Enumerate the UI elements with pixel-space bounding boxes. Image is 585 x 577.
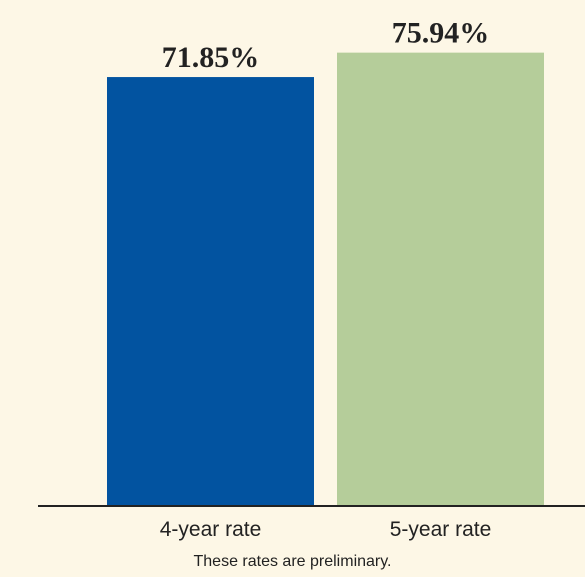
bar-1 <box>107 77 314 507</box>
value-label-2: 75.94% <box>392 17 490 50</box>
category-label-2: 5-year rate <box>390 518 492 541</box>
preliminary-note: These rates are preliminary. <box>193 553 392 570</box>
bar-2 <box>337 52 544 507</box>
bars-group <box>107 52 544 507</box>
value-label-1: 71.85% <box>162 41 260 74</box>
graduation-rate-bar-chart: 71.85% 4-year rate 75.94% 5-year rate <box>38 17 585 541</box>
category-label-1: 4-year rate <box>160 518 262 541</box>
labels-group: 71.85% 4-year rate 75.94% 5-year rate <box>160 17 492 541</box>
